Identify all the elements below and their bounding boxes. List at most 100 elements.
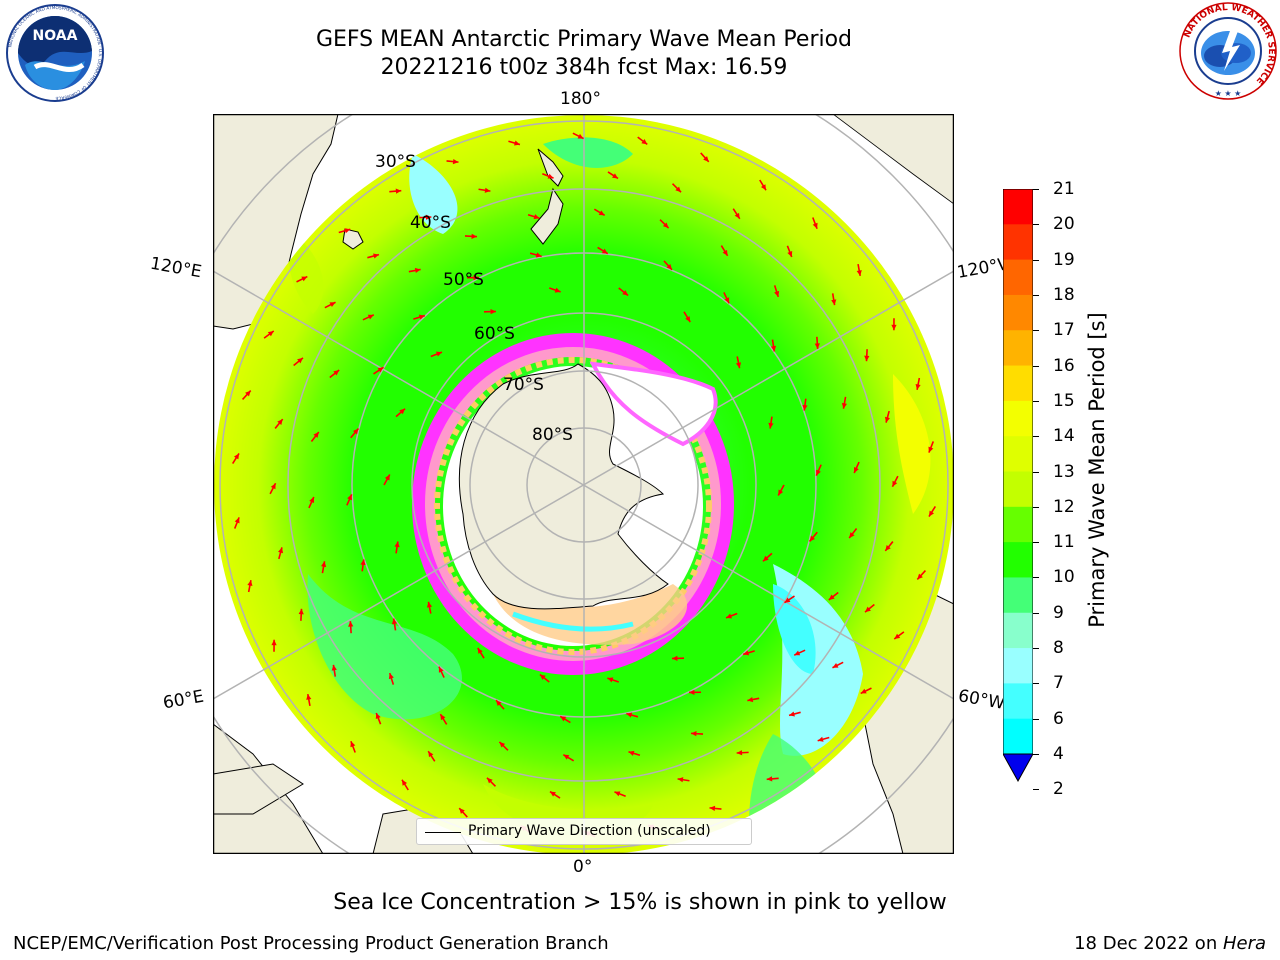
- colorbar: [1003, 189, 1033, 782]
- colorbar-bin: [1003, 365, 1033, 402]
- colorbar-tick-label: 21: [1053, 179, 1075, 199]
- wave-arrow-head: [438, 666, 444, 673]
- wave-arrow-head: [391, 618, 398, 625]
- legend-label: Primary Wave Direction (unscaled): [468, 823, 711, 839]
- colorbar-tick-label: 11: [1053, 532, 1075, 553]
- wave-arrow-head: [760, 184, 767, 191]
- colorbar-bin: [1003, 259, 1033, 296]
- colorbar-tick-label: 7: [1053, 673, 1064, 694]
- wave-arrow-head: [601, 248, 608, 254]
- wave-arrow-head: [841, 402, 847, 409]
- wave-arrow-head: [347, 494, 352, 501]
- colorbar-tick-mark: [1033, 789, 1039, 791]
- wave-arrow-head: [331, 664, 337, 671]
- wave-arrow-head: [535, 252, 542, 258]
- wave-arrow-head: [891, 324, 897, 331]
- colorbar-bin: [1003, 718, 1033, 755]
- wave-arrow-head: [473, 275, 479, 281]
- graticule: [213, 114, 954, 854]
- wave-arrow-head: [735, 362, 742, 369]
- lat-label-50s: 50°S: [443, 270, 484, 290]
- wave-arrow-head: [743, 650, 750, 656]
- colorbar-tick-label: 9: [1053, 602, 1064, 623]
- wave-arrow-head: [865, 606, 871, 613]
- svg-text:NOAA: NOAA: [33, 28, 78, 44]
- wave-arrow-head: [384, 474, 390, 481]
- wave-arrow-head: [789, 711, 795, 717]
- wave-arrow-head: [831, 299, 837, 306]
- colorbar-tick-mark: [1033, 754, 1039, 755]
- colorbar-bin: [1003, 612, 1033, 649]
- colorbar-tick-label: 15: [1053, 390, 1075, 411]
- colorbar-tick-label: 2: [1053, 779, 1064, 800]
- wave-arrow-head: [884, 416, 890, 423]
- wave-arrow-head: [333, 370, 340, 376]
- wave-arrow-head: [499, 741, 506, 748]
- svg-text:★ ★ ★: ★ ★ ★: [1215, 89, 1242, 98]
- wave-arrow-head: [486, 777, 493, 784]
- wave-arrow-head: [490, 309, 496, 315]
- colorbar-bin: [1003, 436, 1033, 472]
- map-legend: Primary Wave Direction (unscaled): [416, 818, 752, 845]
- wave-arrow-head: [724, 297, 730, 304]
- colorbar-tick-mark: [1033, 189, 1039, 190]
- wave-arrow-head: [794, 650, 801, 656]
- colorbar-tick-label: 18: [1053, 284, 1075, 305]
- colorbar-tick-mark: [1033, 330, 1039, 332]
- antarctica: [458, 363, 669, 610]
- wave-arrow-head: [549, 791, 556, 797]
- wave-arrow-head: [787, 251, 793, 258]
- wave-arrow-head: [832, 662, 839, 668]
- wave-arrow-head: [373, 253, 379, 259]
- footer-host: Hera: [1222, 933, 1266, 954]
- colorbar-tick-mark: [1033, 365, 1039, 367]
- wave-arrow-head: [306, 694, 312, 700]
- wave-arrow-head: [395, 188, 402, 194]
- colorbar-tick-label: 6: [1053, 708, 1064, 729]
- wave-arrow-head: [247, 580, 253, 586]
- colorbar-tick-label: 19: [1053, 249, 1075, 270]
- wave-arrow-head: [477, 647, 483, 654]
- wave-arrow-head: [915, 384, 921, 390]
- title-line-2: 20221216 t00z 384h fcst Max: 16.59: [380, 55, 788, 80]
- footer-date: 18 Dec 2022 on Hera: [1074, 933, 1266, 954]
- wave-arrow-head: [375, 712, 381, 719]
- wave-arrow-head: [278, 547, 284, 554]
- wave-arrow-head: [768, 422, 774, 429]
- wave-arrow-head: [547, 173, 554, 179]
- wave-arrow-head: [301, 276, 308, 282]
- noaa-logo: NOAA NATIONAL OCEANIC AND ATMOSPHERIC AD…: [5, 3, 105, 107]
- wave-arrow-head: [860, 688, 867, 694]
- lat-label-80s: 80°S: [532, 425, 573, 445]
- wave-arrow-head: [726, 613, 733, 619]
- sea-ice-note: Sea Ice Concentration > 15% is shown in …: [333, 890, 947, 915]
- colorbar-bin: [1003, 189, 1033, 225]
- wave-arrow-head: [598, 210, 605, 216]
- colorbar-tick-label: 14: [1053, 426, 1075, 447]
- wave-direction-arrows: [231, 132, 937, 838]
- wave-arrow-head: [440, 714, 446, 721]
- wave-arrow-head: [622, 290, 629, 296]
- wave-arrow-head: [267, 330, 274, 337]
- colorbar-bin: [1003, 506, 1033, 543]
- wave-arrow-head: [514, 140, 520, 146]
- colorbar-bin: [1003, 330, 1033, 367]
- colorbar-tick-mark: [1033, 259, 1039, 261]
- wave-arrow-head: [607, 677, 614, 683]
- wave-arrow-head: [747, 696, 754, 703]
- wave-arrow-head: [377, 367, 384, 373]
- colorbar-tick-mark: [1033, 224, 1039, 226]
- colorbar-tick-mark: [1033, 471, 1039, 473]
- colorbar-tick-label: 16: [1053, 355, 1075, 376]
- colorbar-tick-label: 8: [1053, 638, 1064, 659]
- colorbar-label: Primary Wave Mean Period [s]: [1085, 312, 1109, 628]
- wave-arrow-head: [662, 222, 669, 229]
- wave-arrow-head: [817, 736, 824, 742]
- wave-arrow-head: [426, 601, 433, 608]
- wave-arrow-head: [297, 357, 303, 364]
- colorbar-bin: [1003, 648, 1033, 684]
- wave-arrow-head: [554, 287, 561, 293]
- colorbar-bin: [1003, 683, 1033, 720]
- wave-arrow-head: [560, 716, 567, 722]
- wave-arrow-head: [762, 555, 769, 562]
